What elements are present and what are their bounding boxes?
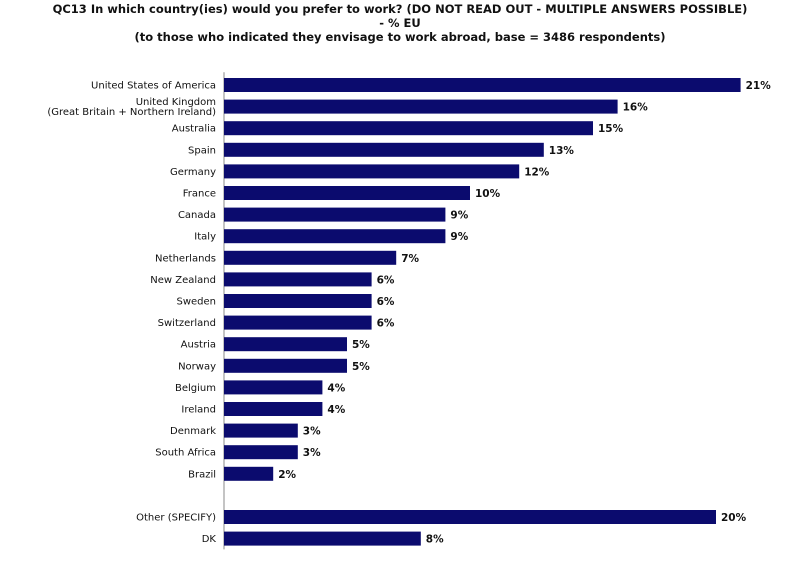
bar	[224, 358, 347, 373]
data-label: 20%	[721, 512, 747, 524]
data-label: 4%	[327, 382, 345, 394]
category-label: Canada	[178, 210, 216, 221]
data-label: 10%	[475, 188, 501, 200]
category-label: Other (SPECIFY)	[136, 513, 216, 524]
data-label: 16%	[623, 102, 649, 114]
category-label: Germany	[170, 167, 216, 178]
bar	[224, 229, 446, 244]
chart-subtitle: - % EU	[379, 16, 421, 30]
data-label: 21%	[746, 80, 772, 92]
data-label: 15%	[598, 123, 624, 135]
chart-note: (to those who indicated they envisage to…	[134, 30, 666, 44]
bar	[224, 294, 372, 308]
category-label: New Zealand	[150, 275, 216, 286]
category-label: Belgium	[175, 383, 216, 394]
data-label: 12%	[524, 166, 550, 178]
bar	[224, 380, 323, 395]
data-label: 5%	[352, 361, 370, 373]
data-label: 13%	[549, 145, 575, 157]
bar	[224, 423, 298, 438]
category-label: Norway	[178, 361, 216, 372]
category-label: DK	[202, 534, 217, 545]
bar	[224, 186, 470, 200]
category-label: United States of America	[91, 81, 216, 92]
data-label: 3%	[303, 426, 321, 438]
category-label: France	[183, 189, 216, 200]
bar	[224, 99, 618, 114]
bar	[224, 207, 446, 222]
category-label: South Africa	[155, 448, 216, 459]
bar	[224, 315, 372, 330]
bar	[224, 445, 298, 460]
chart-title-block: QC13 In which country(ies) would you pre…	[0, 2, 800, 44]
category-label: Brazil	[188, 469, 216, 480]
bar	[224, 402, 323, 416]
data-label: 3%	[303, 447, 321, 459]
bar	[224, 272, 372, 287]
data-label: 2%	[278, 469, 296, 481]
category-label: Italy	[194, 232, 216, 243]
category-label: Ireland	[181, 405, 216, 416]
category-label: Spain	[188, 145, 216, 156]
bar	[224, 121, 593, 136]
data-label: 7%	[401, 253, 419, 265]
data-label: 6%	[377, 318, 395, 330]
bar	[224, 510, 716, 524]
data-label: 5%	[352, 339, 370, 351]
data-label: 4%	[327, 404, 345, 416]
data-label: 6%	[377, 296, 395, 308]
data-label: 8%	[426, 534, 444, 546]
bar	[224, 337, 347, 352]
bar	[224, 142, 544, 157]
category-label: Australia	[172, 124, 216, 135]
category-label: Switzerland	[158, 318, 216, 329]
bar	[224, 250, 397, 265]
bar	[224, 531, 421, 546]
data-label: 9%	[450, 231, 468, 243]
bar	[224, 164, 520, 179]
data-label: 9%	[450, 210, 468, 222]
data-label: 6%	[377, 274, 395, 286]
bar	[224, 466, 274, 481]
category-label: Denmark	[170, 426, 216, 437]
category-label: Austria	[181, 340, 216, 351]
bar	[224, 78, 741, 92]
category-label: Netherlands	[155, 253, 216, 264]
category-label: Sweden	[176, 297, 216, 308]
category-label: United Kingdom (Great Britain + Northern …	[47, 97, 216, 118]
chart-title: QC13 In which country(ies) would you pre…	[52, 2, 748, 16]
